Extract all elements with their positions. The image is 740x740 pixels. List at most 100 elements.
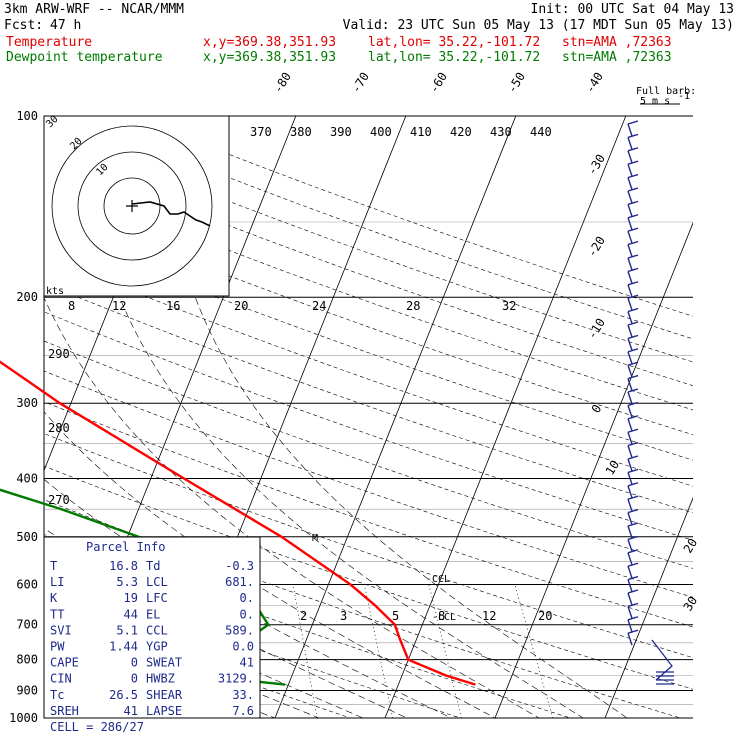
lcl-marker: -LCL: [432, 612, 456, 623]
parcel-index-name: SWEAT: [146, 656, 182, 670]
wind-barb: [627, 361, 639, 378]
wind-barb-flag: [627, 240, 639, 246]
parcel-index-value: 0: [131, 656, 138, 670]
wind-barb-staff: [627, 204, 633, 217]
wind-barb-flag: [627, 495, 639, 500]
temperature-profile-line: [0, 360, 476, 686]
wind-barb-flag: [627, 589, 639, 594]
low-mixing-label: 5: [392, 609, 399, 623]
wind-barb: [627, 240, 639, 257]
wind-key-title: Full barb:: [636, 86, 696, 97]
parcel-index-value: 44: [124, 607, 138, 621]
wind-barb: [627, 321, 639, 338]
pressure-tick-label: 500: [16, 530, 38, 544]
hodograph-ring: [77, 151, 187, 261]
wind-barb-staff: [627, 244, 633, 257]
wind-barb: [627, 294, 639, 311]
wind-barb-flag: [627, 616, 639, 621]
wind-barb-staff: [627, 525, 633, 539]
dewpoint-legend: Dewpoint temperature: [6, 50, 163, 65]
theta-label: 390: [330, 125, 352, 139]
mixing-ratio-label: 12: [112, 299, 126, 313]
temp-station: stn=AMA ,72363: [562, 35, 672, 50]
isotherm-line: [604, 496, 693, 718]
parcel-index-value: 33.: [232, 688, 254, 702]
surface-wind-barbs: [651, 639, 674, 685]
mixing-ratio-line: [514, 584, 554, 718]
parcel-index-name: Tc: [50, 688, 64, 702]
parcel-index-name: HWBZ: [146, 672, 175, 686]
hodograph-origin: [126, 200, 138, 212]
parcel-info-panel: [43, 536, 261, 719]
wind-barb-staff: [627, 431, 633, 445]
parcel-index-name: SREH: [50, 704, 79, 718]
parcel-index-value: 589.: [225, 623, 254, 637]
mixing-ratio-line: [363, 584, 394, 718]
moist-adiabat: [119, 297, 584, 718]
wind-barb-flag: [627, 468, 639, 474]
isotherm-label: -10: [585, 316, 608, 342]
mixing-ratio-label: 16: [166, 299, 180, 313]
wind-barb-staff: [627, 619, 633, 633]
wind-barb: [627, 629, 639, 646]
wind-barb-flag: [627, 535, 639, 541]
low-mixing-label: 20: [538, 609, 552, 623]
parcel-index-name: CCL: [146, 623, 168, 637]
wind-barb-flag: [627, 428, 639, 433]
wind-barb-staff: [627, 217, 633, 231]
theta-label: 400: [370, 125, 392, 139]
wind-barb-flag: [627, 294, 639, 299]
wind-barb: [627, 133, 639, 150]
pressure-tick-label: 200: [16, 290, 38, 304]
theta-label: 410: [410, 125, 432, 139]
wind-barb-flag: [627, 267, 639, 273]
wind-barb-staff: [627, 445, 633, 458]
parcel-index-value: 5.1: [116, 623, 138, 637]
model-title: 3km ARW-WRF -- NCAR/MMM: [4, 2, 185, 17]
pressure-tick-label: 900: [16, 683, 38, 697]
wind-barb-staff: [627, 338, 633, 351]
wind-barb: [627, 522, 639, 539]
isotherm-label: -30: [585, 152, 608, 178]
parcel-index-value: 3129.: [218, 672, 254, 686]
pressure-tick-label: 100: [16, 109, 38, 123]
wind-barb-staff: [627, 472, 633, 485]
forecast-label: Fcst:: [4, 18, 44, 33]
theta-left-label: 270: [48, 493, 70, 507]
wind-barb-flag: [627, 575, 639, 581]
wind-barb-flag: [627, 482, 639, 487]
temp-latlon: lat,lon= 35.22,-101.72: [368, 35, 541, 50]
parcel-index-name: LAPSE: [146, 704, 182, 718]
parcel-index-name: SHEAR: [146, 688, 183, 702]
parcel-index-name: LI: [50, 575, 64, 589]
parcel-index-value: 1.44: [109, 640, 138, 654]
wind-barb-staff: [627, 123, 633, 137]
moist-adiabat: [44, 411, 496, 718]
parcel-cell: CELL = 286/27: [50, 720, 144, 734]
mixing-ratio-label: 32: [502, 299, 516, 313]
dry-adiabat: [44, 202, 693, 436]
wind-barb-flag: [627, 522, 639, 527]
moist-adiabat: [44, 297, 540, 718]
parcel-index-name: EL: [146, 607, 160, 621]
theta-label: 420: [450, 125, 472, 139]
parcel-index-name: PW: [50, 640, 65, 654]
wind-barb: [627, 388, 639, 405]
parcel-index-value: 19: [124, 591, 138, 605]
low-mixing-label: 12: [482, 609, 496, 623]
isotherm-label: -60: [427, 70, 450, 96]
wind-barb-staff: [627, 150, 633, 164]
parcel-index-name: SVI: [50, 623, 72, 637]
wind-barb-flag: [627, 361, 639, 366]
wind-barb-staff: [627, 498, 633, 512]
dry-adiabat: [44, 607, 352, 718]
isotherm-label: -70: [349, 70, 372, 96]
wind-barb-flag: [627, 147, 639, 152]
pressure-tick-label: 400: [16, 471, 38, 485]
wind-barb: [627, 549, 639, 566]
wind-barb: [627, 334, 639, 351]
wind-barb-staff: [627, 579, 633, 592]
parcel-index-name: LFC: [146, 591, 168, 605]
parcel-index-name: Td: [146, 559, 160, 573]
parcel-index-value: -0.3: [225, 559, 254, 573]
